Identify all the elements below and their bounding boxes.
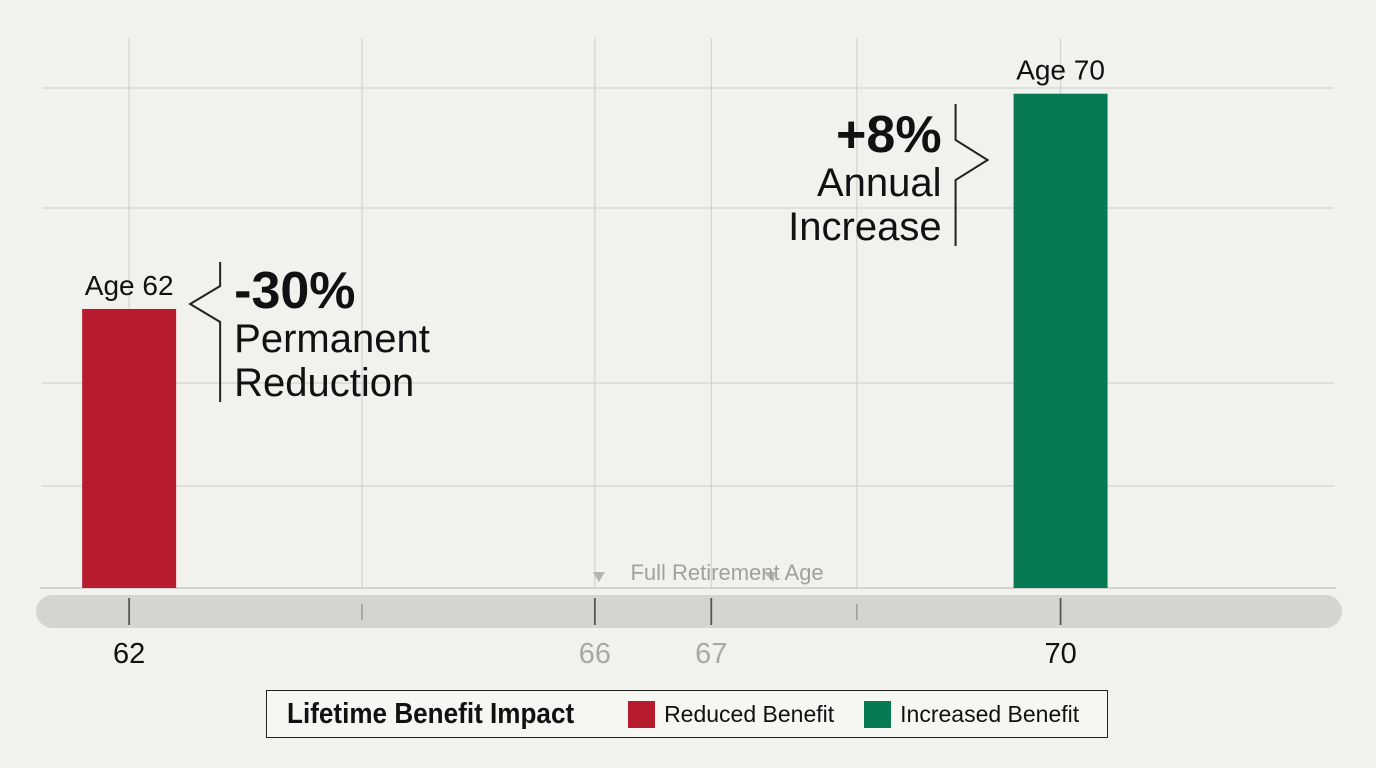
tick-label-70: 70 — [1044, 638, 1076, 670]
legend-item-reduced: Reduced Benefit — [628, 700, 835, 728]
annotation-big-increase: +8% — [836, 106, 942, 164]
axis-track — [36, 595, 1342, 628]
bar-age-62 — [82, 308, 177, 588]
annotation-line-increase: Annual — [817, 161, 942, 205]
tick-label-67: 67 — [695, 638, 727, 670]
bracket-increase — [954, 104, 990, 246]
bracket-reduction — [188, 262, 222, 402]
legend-title: Lifetime Benefit Impact — [287, 697, 575, 730]
legend-item-increased: Increased Benefit — [864, 700, 1080, 728]
fra-marker-right — [763, 572, 776, 582]
annotation-line-reduction: Reduction — [234, 361, 414, 405]
annotation-line-increase: Increase — [788, 205, 941, 249]
annotation-line-reduction: Permanent — [234, 317, 430, 361]
legend-label-increased: Increased Benefit — [900, 700, 1080, 727]
annotation-big-reduction: -30% — [234, 262, 355, 320]
bars-group: Age 62 Age 70 — [82, 55, 1108, 589]
legend-label-reduced: Reduced Benefit — [664, 700, 835, 727]
legend-swatch-increased — [864, 700, 892, 728]
tick-label-66: 66 — [579, 638, 611, 670]
legend-swatch-reduced — [628, 700, 656, 728]
fra-marker-left — [592, 572, 605, 582]
tick-label-62: 62 — [113, 638, 145, 670]
bar-label-age-70: Age 70 — [1016, 55, 1105, 86]
fra-label: Full Retirement Age — [630, 560, 823, 585]
bar-label-age-62: Age 62 — [85, 270, 174, 301]
legend: Lifetime Benefit Impact Reduced Benefit … — [266, 690, 1108, 738]
bar-age-70 — [1013, 93, 1108, 589]
x-axis: 62 66 67 70 Full Retirement Age — [36, 560, 1342, 670]
